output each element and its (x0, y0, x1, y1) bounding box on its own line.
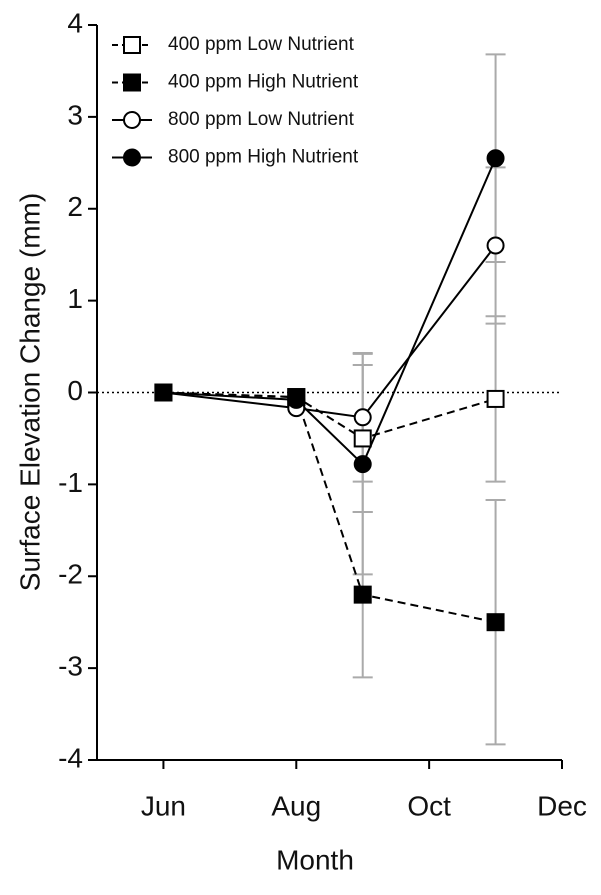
legend-label: 400 ppm High Nutrient (168, 72, 359, 93)
y-tick-label: -2 (58, 559, 83, 590)
y-tick-label: -1 (58, 467, 83, 498)
x-tick-label: Oct (407, 790, 451, 821)
series-line (163, 244, 497, 419)
marker (353, 408, 372, 427)
marker (353, 429, 372, 448)
marker (353, 585, 372, 604)
y-tick-label: -3 (58, 651, 83, 682)
legend-item: 800 ppm High Nutrient (112, 147, 359, 168)
y-tick-label: 4 (67, 7, 83, 38)
marker (123, 36, 141, 54)
series-line (163, 157, 497, 466)
marker (123, 111, 141, 129)
legend: 400 ppm Low Nutrient 400 ppm High Nutrien… (112, 34, 359, 168)
x-tick-label: Jun (141, 790, 186, 821)
y-tick-label: 3 (67, 99, 83, 130)
marker (123, 73, 141, 92)
marker (486, 389, 505, 408)
series-line (163, 391, 496, 624)
marker (123, 148, 141, 167)
x-axis-label: Month (276, 844, 354, 875)
y-tick-label: -4 (58, 742, 83, 773)
legend-item: 400 ppm High Nutrient (112, 72, 359, 93)
marker (486, 613, 505, 632)
marker (486, 236, 505, 255)
y-axis-label: Surface Elevation Change (mm) (14, 193, 45, 591)
marker (287, 390, 306, 409)
legend-item: 800 ppm Low Nutrient (112, 109, 355, 130)
legend-label: 800 ppm Low Nutrient (168, 109, 355, 130)
y-tick-label: 2 (67, 191, 83, 222)
marker (353, 455, 372, 474)
legend-label: 800 ppm High Nutrient (168, 147, 359, 168)
marker (486, 149, 505, 168)
x-tick-label: Dec (537, 790, 587, 821)
x-tick-label: Aug (271, 790, 321, 821)
y-tick-label: 1 (67, 283, 83, 314)
y-tick-label: 0 (67, 375, 83, 406)
legend-item: 400 ppm Low Nutrient (112, 34, 355, 55)
marker (154, 383, 173, 402)
legend-label: 400 ppm Low Nutrient (168, 34, 355, 55)
